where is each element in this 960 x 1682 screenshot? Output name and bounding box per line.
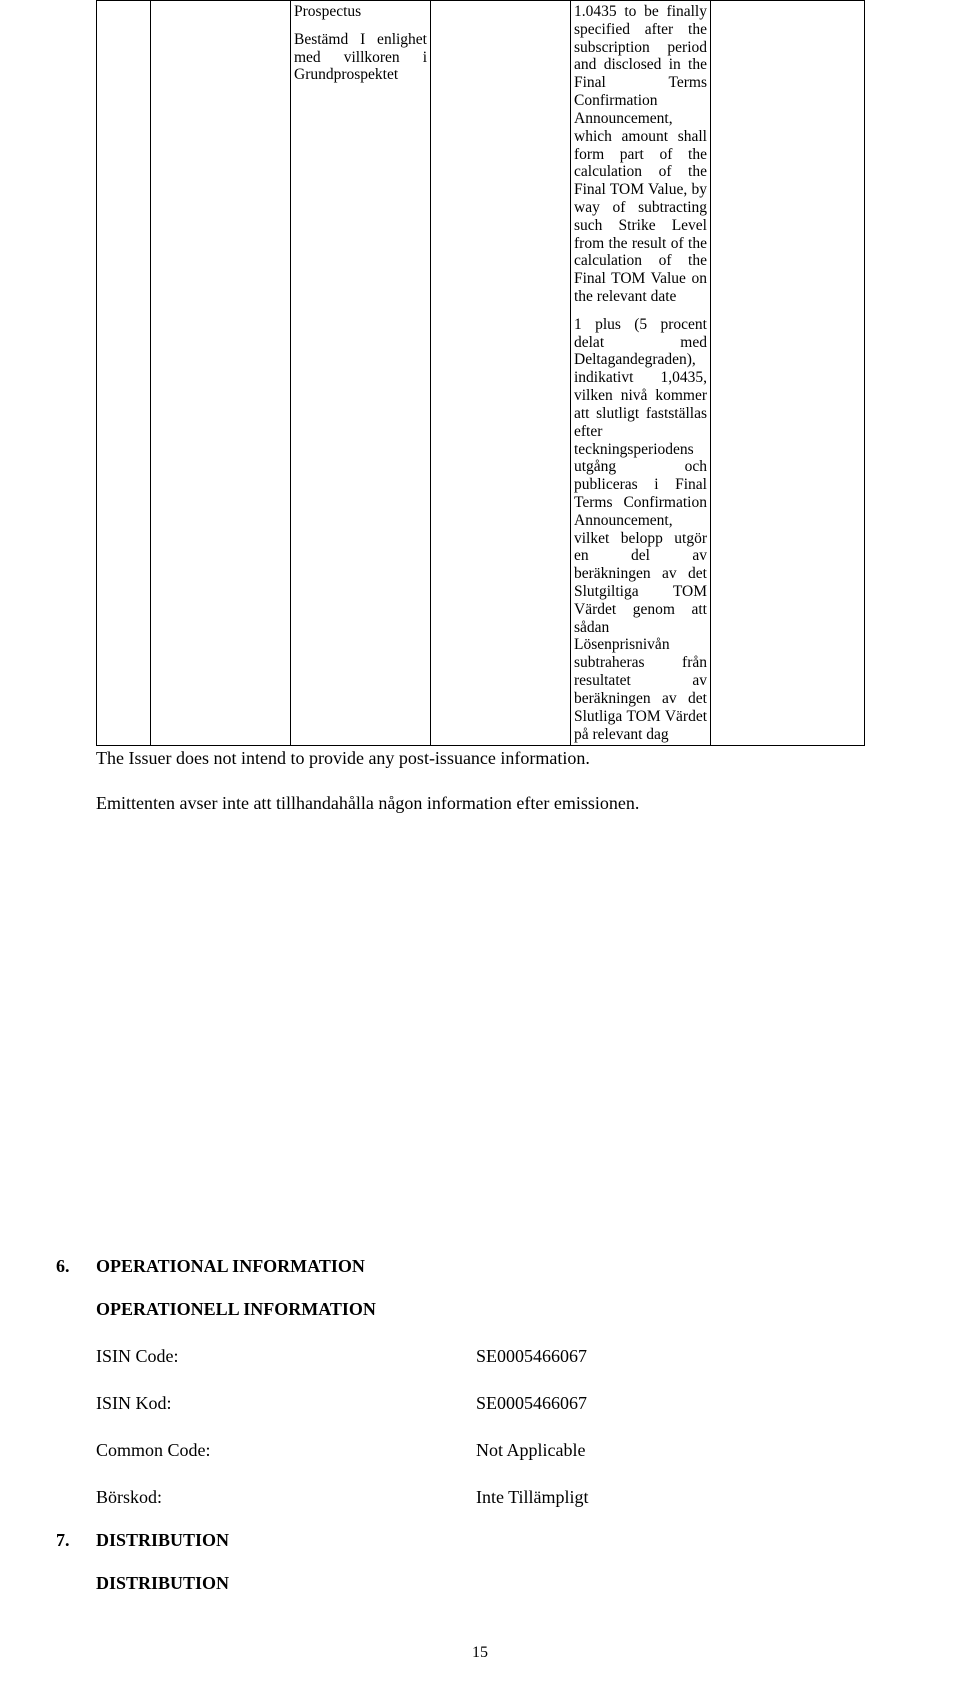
table-cell-empty [711,1,865,746]
kv-row: Common Code:Not Applicable [56,1436,864,1461]
kv-label: ISIN Code: [96,1346,476,1367]
table-cell-empty [431,1,571,746]
table-cell-empty [97,1,151,746]
section-title-en: DISTRIBUTION [96,1530,864,1551]
page-number: 15 [0,1644,960,1662]
table-cell-col5: 1.0435 to be finally specified after the… [571,1,711,746]
section-title-sv: OPERATIONELL INFORMATION [96,1299,864,1320]
spacer [56,1389,96,1414]
kv-value: SE0005466067 [476,1393,864,1414]
kv-row: ISIN Kod:SE0005466067 [56,1389,864,1414]
post-issuance-en: The Issuer does not intend to provide an… [96,748,864,769]
table-cell-col3: Prospectus Bestämd I enlighet med villko… [291,1,431,746]
section-number-6: 6. [56,1256,96,1277]
table-cell-empty [151,1,291,746]
cell-text: 1 plus (5 procent delat med Deltagandegr… [574,316,707,744]
kv-value: Inte Tillämpligt [476,1487,864,1508]
section-title-en: OPERATIONAL INFORMATION [96,1256,864,1277]
spacer [56,1483,96,1508]
operational-section: 6. OPERATIONAL INFORMATION OPERATIONELL … [56,1256,864,1594]
kv-value: Not Applicable [476,1440,864,1461]
spacer [56,1436,96,1461]
cell-text: 1.0435 to be finally specified after the… [574,3,707,306]
kv-value: SE0005466067 [476,1346,864,1367]
kv-row: Börskod:Inte Tillämpligt [56,1483,864,1508]
cell-text: Prospectus [294,3,427,21]
section-title-sv: DISTRIBUTION [96,1573,864,1594]
spacer [56,1573,96,1594]
post-issuance-sv: Emittenten avser inte att tillhandahålla… [96,793,864,814]
section-number-7: 7. [56,1530,96,1551]
kv-label: Common Code: [96,1440,476,1461]
cell-text: Bestämd I enlighet med villkoren i Grund… [294,31,427,84]
spacer [56,1299,96,1320]
kv-row: ISIN Code:SE0005466067 [56,1342,864,1367]
terms-table: Prospectus Bestämd I enlighet med villko… [96,0,865,746]
kv-label: ISIN Kod: [96,1393,476,1414]
table-row: Prospectus Bestämd I enlighet med villko… [97,1,865,746]
spacer [56,1342,96,1367]
kv-label: Börskod: [96,1487,476,1508]
